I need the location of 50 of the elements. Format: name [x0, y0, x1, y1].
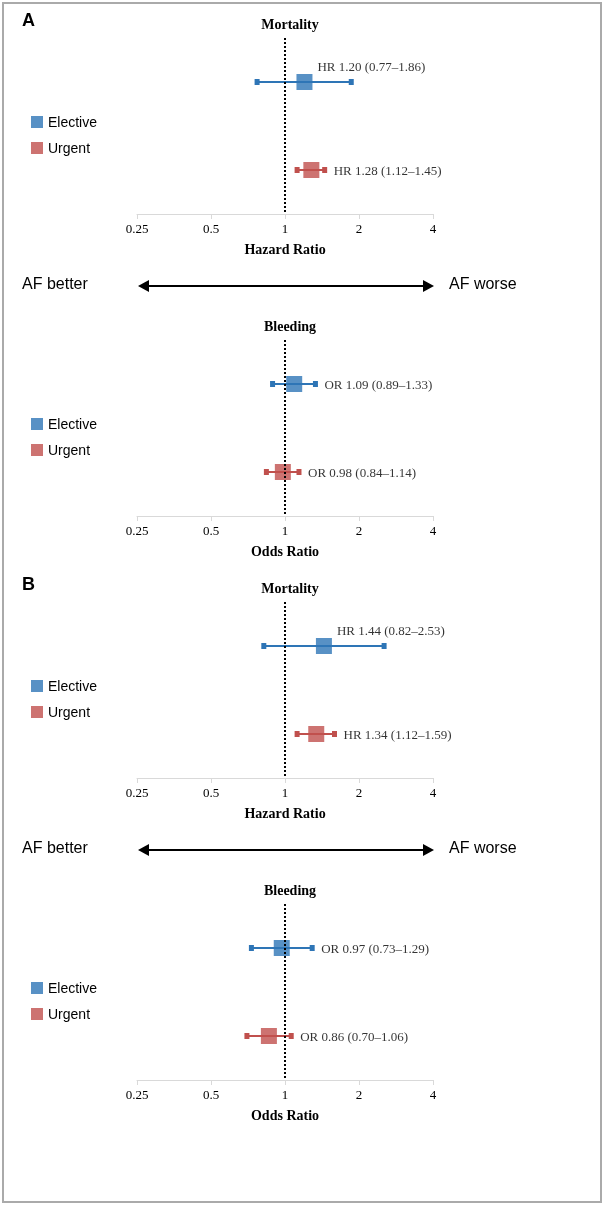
- legend-label: Elective: [48, 114, 98, 130]
- x-tick-label: 2: [355, 785, 363, 800]
- x-tick-label: 2: [355, 1087, 363, 1102]
- chart-title: Mortality: [261, 580, 319, 596]
- x-tick-label: 0.5: [202, 523, 220, 538]
- text: B: [22, 574, 35, 595]
- data-label: OR 0.98 (0.84–1.14): [307, 464, 416, 480]
- x-axis-title: Odds Ratio: [250, 543, 320, 559]
- data-label: OR 0.86 (0.70–1.06): [300, 1028, 409, 1044]
- data-label: HR 1.28 (1.12–1.45): [333, 162, 442, 178]
- text: AF worse: [449, 275, 517, 293]
- x-tick-label: 0.25: [125, 523, 149, 538]
- x-tick-label: 2: [355, 523, 363, 538]
- legend-label: Urgent: [48, 140, 91, 156]
- text: AF better: [22, 839, 88, 857]
- x-tick-label: 2: [355, 221, 363, 236]
- data-label: HR 1.20 (0.77–1.86): [317, 58, 426, 74]
- x-axis-title: Hazard Ratio: [244, 241, 326, 257]
- x-tick-label: 0.5: [202, 785, 220, 800]
- x-tick-label: 4: [429, 1087, 437, 1102]
- data-label: HR 1.34 (1.12–1.59): [343, 726, 452, 742]
- data-label: OR 1.09 (0.89–1.33): [324, 376, 433, 392]
- x-tick-label: 1: [281, 1087, 289, 1102]
- x-tick-label: 1: [281, 523, 289, 538]
- x-tick-label: 0.25: [125, 785, 149, 800]
- legend-label: Elective: [48, 678, 98, 694]
- legend-label: Urgent: [48, 442, 91, 458]
- legend-label: Elective: [48, 416, 98, 432]
- x-axis-title: Odds Ratio: [250, 1107, 320, 1123]
- x-tick-label: 0.25: [125, 221, 149, 236]
- legend-label: Urgent: [48, 704, 91, 720]
- legend-label: Urgent: [48, 1006, 91, 1022]
- data-label: HR 1.44 (0.82–2.53): [336, 622, 445, 638]
- text: AF better: [22, 275, 88, 293]
- x-tick-label: 1: [281, 221, 289, 236]
- x-tick-label: 4: [429, 523, 437, 538]
- text: AF worse: [449, 839, 517, 857]
- data-label: OR 0.97 (0.73–1.29): [321, 940, 430, 956]
- x-tick-label: 0.5: [202, 1087, 220, 1102]
- x-tick-label: 0.25: [125, 1087, 149, 1102]
- text: A: [22, 10, 35, 31]
- x-tick-label: 0.5: [202, 221, 220, 236]
- chart-title: Bleeding: [263, 882, 317, 898]
- x-tick-label: 1: [281, 785, 289, 800]
- legend-label: Elective: [48, 980, 98, 996]
- chart-title: Bleeding: [263, 318, 317, 334]
- chart-title: Mortality: [261, 16, 319, 32]
- x-tick-label: 4: [429, 785, 437, 800]
- x-tick-label: 4: [429, 221, 437, 236]
- x-axis-title: Hazard Ratio: [244, 805, 326, 821]
